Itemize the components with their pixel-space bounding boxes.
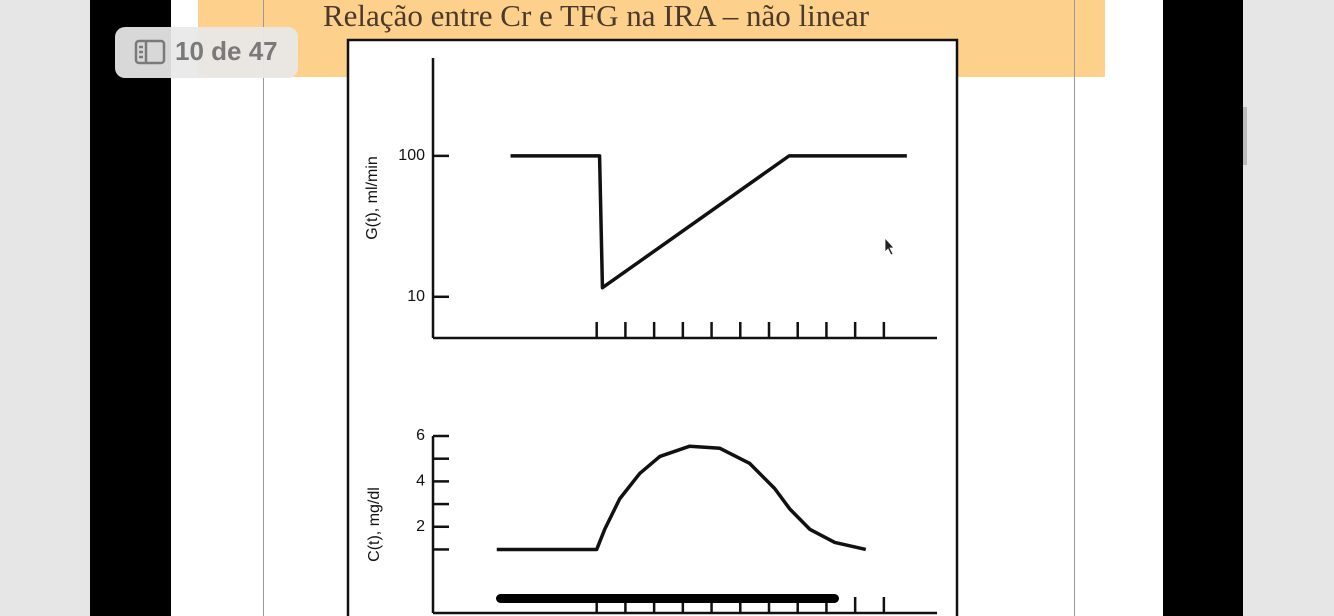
- y-axis-label: G(t), ml/min: [364, 156, 381, 240]
- scroll-indicator: [1243, 107, 1247, 165]
- y-tick-label: 4: [416, 473, 425, 490]
- data-line: [510, 154, 907, 290]
- page-indicator-text: 10 de 47: [175, 36, 278, 66]
- slide-title: Relação entre Cr e TFG na IRA – não line…: [323, 0, 870, 33]
- y-axis-label: C(t), mg/dl: [366, 487, 383, 562]
- y-tick-label: 10: [407, 288, 425, 305]
- figure-box: [346, 38, 959, 616]
- y-tick-label: 6: [416, 427, 425, 444]
- right-band: [1163, 0, 1243, 616]
- data-line: [496, 444, 867, 552]
- cursor: [884, 236, 895, 256]
- sidebar-icon: [134, 39, 166, 65]
- y-tick-label: 2: [416, 518, 425, 535]
- left-band: [90, 0, 171, 616]
- y-tick-label: 100: [398, 147, 425, 164]
- home-indicator: [496, 594, 839, 603]
